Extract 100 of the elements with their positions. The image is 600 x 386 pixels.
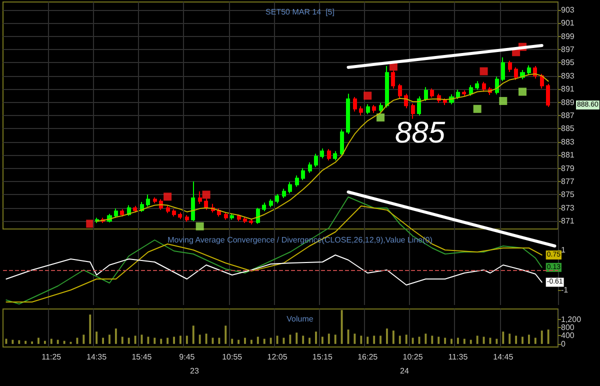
candlestick — [282, 188, 286, 198]
candlestick — [262, 202, 266, 212]
candlestick — [120, 208, 124, 217]
y-tick-label: 881 — [561, 150, 575, 160]
candlestick — [527, 64, 531, 76]
candlestick — [249, 218, 253, 225]
text: SET50 MAR 14 [5] — [266, 8, 334, 16]
y-tick-label: 871 — [561, 216, 575, 226]
y-tick-label: -1 — [561, 286, 569, 294]
candlestick — [546, 83, 550, 108]
candlestick — [340, 128, 344, 156]
y-tick-label: 893 — [561, 71, 575, 80]
y-tick-label: 0 — [561, 339, 566, 348]
candlestick — [185, 214, 189, 222]
candlestick — [275, 194, 279, 204]
candlestick — [417, 96, 421, 116]
x-tick-label: 15:45 — [132, 352, 152, 362]
candlestick — [327, 148, 331, 161]
candlestick — [495, 76, 499, 95]
candlestick — [295, 175, 299, 188]
x-tick-label: 9:45 — [179, 352, 196, 362]
x-tick-label: 12:05 — [267, 352, 288, 362]
x-tick-label: 10:25 — [402, 352, 424, 362]
candlestick — [404, 93, 408, 109]
candlestick — [443, 98, 447, 106]
candlestick — [308, 162, 312, 174]
y-tick-label: 875 — [561, 190, 575, 200]
candlestick — [424, 86, 428, 102]
y-tick-label: 899 — [561, 32, 575, 41]
candlestick — [398, 83, 402, 99]
candlestick — [353, 96, 357, 112]
candlestick — [178, 212, 182, 220]
y-tick-label: 903 — [561, 5, 575, 14]
candlestick — [230, 213, 234, 220]
candlestick — [411, 103, 415, 120]
text: Volume — [286, 314, 314, 324]
y-tick-label: 400 — [561, 331, 575, 340]
x-tick-label: 15:15 — [312, 352, 333, 362]
candlestick — [301, 168, 305, 181]
point — [518, 88, 527, 96]
candlestick — [172, 208, 176, 217]
candlestick — [224, 212, 228, 220]
candlestick — [482, 81, 486, 92]
candlestick — [217, 208, 221, 217]
candlestick — [269, 198, 273, 208]
y-tick-label: 897 — [561, 45, 575, 54]
x-tick-label: 11:35 — [448, 352, 468, 362]
x-tick-label: 16:25 — [358, 352, 378, 362]
point — [376, 113, 385, 122]
point — [202, 190, 210, 199]
point — [196, 222, 204, 230]
candlestick — [346, 93, 350, 134]
y-tick-label: 889 — [561, 98, 575, 107]
y-tick-label: 1,200 — [561, 314, 582, 324]
point — [473, 104, 482, 113]
candlestick — [514, 66, 518, 80]
text: 23 — [190, 366, 200, 376]
candlestick — [501, 56, 505, 82]
candlestick — [204, 198, 208, 210]
candlestick — [475, 80, 479, 90]
candlestick — [430, 88, 434, 98]
y-tick-label: 891 — [561, 84, 575, 94]
candlestick — [391, 70, 395, 89]
candlestick — [462, 90, 466, 97]
candlestick — [385, 66, 389, 108]
candlestick — [372, 104, 376, 114]
y-tick-label: 887 — [561, 111, 575, 120]
y-tick-label: 877 — [561, 176, 575, 186]
candlestick — [133, 205, 137, 214]
y-tick-label: 1 — [561, 246, 566, 254]
y-tick-label: 873 — [561, 203, 575, 212]
x-tick-label: 10:55 — [222, 352, 243, 362]
point — [480, 67, 488, 76]
candlestick — [166, 204, 170, 214]
x-tick-label: 11:25 — [42, 352, 62, 362]
candlestick — [456, 89, 460, 100]
candlestick — [359, 106, 363, 116]
y-tick-label: 879 — [561, 164, 575, 173]
y-tick-label: 800 — [561, 322, 575, 332]
candlestick — [237, 214, 241, 222]
y-tick-label: 883 — [561, 137, 575, 146]
line-series — [6, 254, 542, 286]
candlestick — [256, 207, 260, 224]
y-tick-label: 901 — [561, 18, 575, 28]
candlestick — [191, 180, 195, 222]
x-tick-label: 14:45 — [493, 352, 514, 362]
y-tick-label: 885 — [561, 124, 575, 134]
line-series — [96, 73, 549, 222]
candlestick — [379, 102, 383, 113]
candlestick — [114, 208, 118, 218]
candlestick — [314, 153, 318, 168]
y-tick-label: 895 — [561, 58, 575, 68]
candlestick — [320, 148, 324, 159]
candlestick — [540, 73, 544, 89]
annotation: 885 — [395, 116, 446, 150]
candlestick — [366, 104, 370, 115]
candlestick — [153, 196, 157, 204]
point — [364, 92, 372, 100]
text: 24 — [400, 366, 410, 376]
candlestick — [243, 216, 247, 224]
